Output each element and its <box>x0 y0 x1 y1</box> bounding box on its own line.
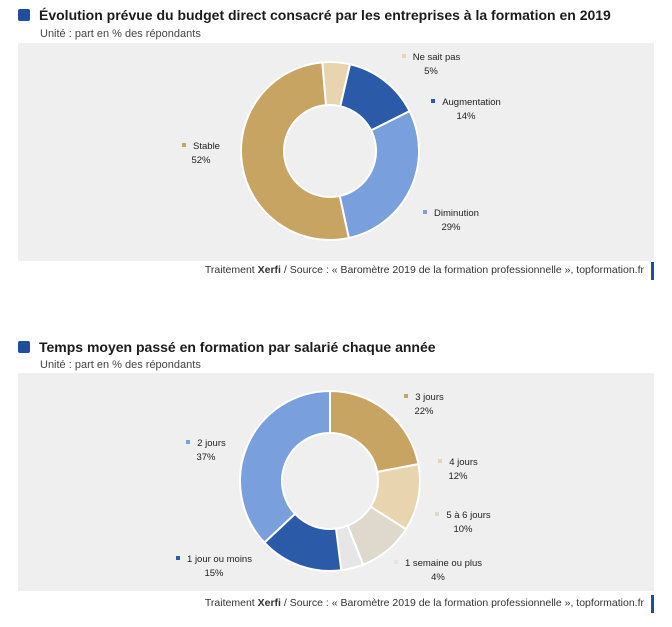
legend-dot-icon <box>393 560 398 565</box>
slice-name: Diminution <box>434 208 479 219</box>
slice-name: 4 jours <box>449 457 478 468</box>
chart-title: Temps moyen passé en formation par salar… <box>39 339 436 355</box>
slice-value-label: 15% <box>204 568 224 579</box>
slice-label-1-semaine: 1 semaine ou plus 4% <box>378 557 498 585</box>
legend-dot-icon <box>423 210 428 215</box>
chart-title-row: Temps moyen passé en formation par salar… <box>18 339 436 355</box>
donut-slice-stable <box>240 61 350 241</box>
slice-label-2-jours: 2 jours 37% <box>166 437 246 465</box>
legend-dot-icon <box>401 54 406 59</box>
slice-name: 2 jours <box>197 438 226 449</box>
legend-dot-icon <box>182 143 187 148</box>
slice-label-augmentation: Augmentation 14% <box>416 96 516 124</box>
source-brand: Xerfi <box>257 597 281 609</box>
source-text: / Source : « Baromètre 2019 de la format… <box>280 264 644 276</box>
chart-panel: 3 jours 22% 4 jours 12% 5 à 6 jours 10% … <box>18 373 654 591</box>
legend-dot-icon <box>404 394 409 399</box>
slice-label-ne-sait-pas: Ne sait pas 5% <box>386 51 476 79</box>
slice-value-label: 29% <box>441 222 461 233</box>
legend-dot-icon <box>431 99 436 104</box>
slice-name: 1 jour ou moins <box>187 554 252 565</box>
chart-title: Évolution prévue du budget direct consac… <box>39 7 611 23</box>
slice-value-label: 12% <box>448 471 468 482</box>
slice-name: 5 à 6 jours <box>446 510 491 521</box>
source-text: / Source : « Baromètre 2019 de la format… <box>280 597 644 609</box>
title-square-icon <box>18 341 30 353</box>
slice-label-1-jour: 1 jour ou moins 15% <box>154 553 274 581</box>
slice-value-label: 22% <box>414 406 434 417</box>
slice-value-label: 52% <box>191 155 211 166</box>
slice-label-3-jours: 3 jours 22% <box>384 391 464 419</box>
slice-value-label: 5% <box>424 66 438 77</box>
legend-dot-icon <box>186 440 191 445</box>
donut-chart <box>239 389 421 572</box>
slice-value-label: 37% <box>196 452 216 463</box>
slice-value-label: 14% <box>456 111 476 122</box>
slice-name: Augmentation <box>442 97 501 108</box>
slice-name: Ne sait pas <box>412 52 461 63</box>
slice-name: Stable <box>193 141 220 152</box>
source-accent-bar <box>651 595 654 613</box>
slice-value-label: 10% <box>453 524 473 535</box>
slice-label-stable: Stable 52% <box>166 140 236 168</box>
legend-dot-icon <box>176 556 181 561</box>
slice-value-label: 4% <box>431 572 445 583</box>
title-square-icon <box>18 9 30 21</box>
source-prefix: Traitement <box>204 597 258 609</box>
donut-slice-diminution <box>338 109 420 240</box>
source-prefix: Traitement <box>204 264 258 276</box>
chart-subtitle: Unité : part en % des répondants <box>40 359 201 371</box>
source-brand: Xerfi <box>257 264 281 276</box>
chart-section-budget: Évolution prévue du budget direct consac… <box>0 0 672 300</box>
donut-slice-2-jours <box>239 389 331 545</box>
donut-chart <box>240 61 420 241</box>
slice-label-diminution: Diminution 29% <box>406 207 496 235</box>
slice-name: 3 jours <box>415 392 444 403</box>
chart-title-row: Évolution prévue du budget direct consac… <box>18 7 611 23</box>
chart-subtitle: Unité : part en % des répondants <box>40 28 201 40</box>
chart-source: Traitement Xerfi / Source : « Baromètre … <box>205 597 644 609</box>
slice-label-4-jours: 4 jours 12% <box>418 456 498 484</box>
legend-dot-icon <box>435 512 440 517</box>
source-accent-bar <box>651 262 654 280</box>
chart-source: Traitement Xerfi / Source : « Baromètre … <box>205 264 644 276</box>
legend-dot-icon <box>438 459 443 464</box>
slice-label-5-6-jours: 5 à 6 jours 10% <box>418 509 508 537</box>
slice-name: 1 semaine ou plus <box>404 558 483 569</box>
chart-panel: Ne sait pas 5% Augmentation 14% Diminuti… <box>18 43 654 261</box>
